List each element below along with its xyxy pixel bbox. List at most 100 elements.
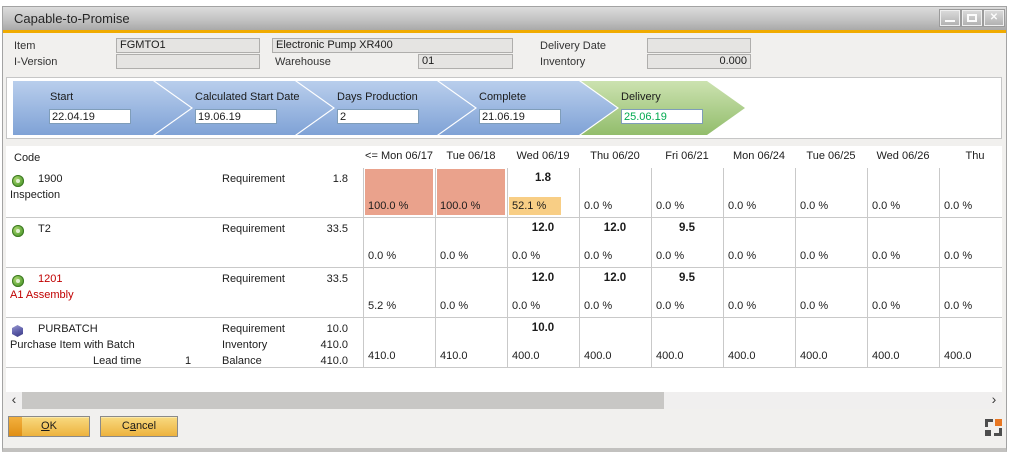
capacity-value: 400.0 xyxy=(944,349,972,363)
minimize-icon xyxy=(945,20,955,22)
grid-cell[interactable]: 0.0 % xyxy=(723,168,795,218)
capacity-value: 400.0 xyxy=(584,349,612,363)
maximize-icon xyxy=(967,14,977,22)
grid-cell[interactable]: 9.50.0 % xyxy=(651,218,723,268)
grid-cell[interactable]: 0.0 % xyxy=(363,218,435,268)
capacity-value: 0.0 % xyxy=(656,249,684,263)
capacity-value: 0.0 % xyxy=(944,249,972,263)
grid-cell[interactable]: 0.0 % xyxy=(795,168,867,218)
ok-button[interactable]: OK xyxy=(8,416,90,437)
grid-cell[interactable]: 410.0 xyxy=(435,318,507,368)
item-description-field[interactable]: Electronic Pump XR400 xyxy=(272,38,513,53)
capacity-value: 52.1 % xyxy=(512,199,546,213)
date-column-header: Fri 06/21 xyxy=(651,150,723,164)
grid-cell[interactable]: 400.0 xyxy=(939,318,1002,368)
close-button[interactable]: ✕ xyxy=(984,10,1004,26)
inventory-field[interactable]: 0.000 xyxy=(647,54,751,69)
grid-cell[interactable]: 400.0 xyxy=(651,318,723,368)
meta-label: Inventory xyxy=(222,339,267,352)
item-name: Inspection xyxy=(10,189,60,202)
cancel-button[interactable]: Cancel xyxy=(100,416,178,437)
close-icon: ✕ xyxy=(985,11,1003,25)
start-date-input[interactable] xyxy=(49,109,131,124)
capacity-value: 0.0 % xyxy=(656,299,684,313)
capacity-value: 0.0 % xyxy=(512,249,540,263)
grid-cell[interactable]: 0.0 % xyxy=(723,218,795,268)
minimize-button[interactable] xyxy=(940,10,960,26)
capacity-value: 400.0 xyxy=(728,349,756,363)
grid-cell[interactable]: 12.00.0 % xyxy=(579,218,651,268)
capacity-value: 400.0 xyxy=(512,349,540,363)
quantity-value: 12.0 xyxy=(507,272,579,284)
grid-cell[interactable]: 12.00.0 % xyxy=(579,268,651,318)
grid-cell[interactable]: 0.0 % xyxy=(939,168,1002,218)
gear-icon xyxy=(12,225,24,237)
grid-cell[interactable]: 0.0 % xyxy=(651,168,723,218)
grid-cell[interactable]: 400.0 xyxy=(723,318,795,368)
iversion-field[interactable] xyxy=(116,54,260,69)
window-title: Capable-to-Promise xyxy=(14,7,130,30)
date-column-header: Thu 06/20 xyxy=(579,150,651,164)
grid-cell[interactable]: 100.0 % xyxy=(435,168,507,218)
grid-cell[interactable]: 0.0 % xyxy=(867,168,939,218)
grid-cell[interactable]: 0.0 % xyxy=(795,218,867,268)
grid-cell[interactable]: 400.0 xyxy=(579,318,651,368)
scrollbar-thumb[interactable] xyxy=(22,392,664,409)
item-name: Purchase Item with Batch xyxy=(10,339,135,352)
grid-cell[interactable]: 410.0 xyxy=(363,318,435,368)
grid-cell[interactable]: 0.0 % xyxy=(795,268,867,318)
iversion-label: I-Version xyxy=(14,56,57,69)
days-production-input[interactable] xyxy=(337,109,419,124)
grid-cell[interactable]: 400.0 xyxy=(867,318,939,368)
date-column-header: Wed 06/26 xyxy=(867,150,939,164)
resize-form-icon[interactable] xyxy=(985,419,1002,436)
lead-time-value: 1 xyxy=(185,355,191,368)
capacity-value: 0.0 % xyxy=(800,199,828,213)
scroll-left-icon[interactable]: ‹ xyxy=(6,392,22,409)
horizontal-scrollbar[interactable]: ‹ › xyxy=(6,392,1002,409)
capacity-value: 0.0 % xyxy=(728,199,756,213)
grid-cell[interactable]: 0.0 % xyxy=(867,268,939,318)
item-name: A1 Assembly xyxy=(10,289,74,302)
warehouse-field[interactable]: 01 xyxy=(418,54,513,69)
grid-cell[interactable]: 1.852.1 % xyxy=(507,168,579,218)
grid-cell[interactable]: 0.0 % xyxy=(579,168,651,218)
grid-cell[interactable]: 10.0 400.0 xyxy=(507,318,579,368)
grid-cell[interactable]: 5.2 % xyxy=(363,268,435,318)
grid-cell[interactable]: 0.0 % xyxy=(723,268,795,318)
grid-cell[interactable]: 0.0 % xyxy=(939,218,1002,268)
delivery-date-label: Delivery Date xyxy=(540,40,606,53)
grid-cell[interactable]: 0.0 % xyxy=(435,268,507,318)
cancel-button-label: C xyxy=(122,420,130,432)
grid-cell[interactable]: 0.0 % xyxy=(939,268,1002,318)
grid-cell[interactable]: 9.50.0 % xyxy=(651,268,723,318)
capacity-value: 0.0 % xyxy=(944,199,972,213)
quantity-value: 10.0 xyxy=(507,322,579,334)
maximize-button[interactable] xyxy=(962,10,982,26)
item-code: 1201 xyxy=(38,273,62,286)
meta-label: Requirement xyxy=(222,273,285,286)
meta-label: Requirement xyxy=(222,173,285,186)
process-flow: Start Calculated Start Date Days Product… xyxy=(6,77,1002,139)
grid-cell[interactable]: 0.0 % xyxy=(867,218,939,268)
calculated-start-date-input[interactable] xyxy=(195,109,277,124)
date-column-header: <= Mon 06/17 xyxy=(363,150,435,164)
scroll-right-icon[interactable]: › xyxy=(986,392,1002,409)
grid-cell[interactable]: 0.0 % xyxy=(435,218,507,268)
item-field[interactable]: FGMTO1 xyxy=(116,38,260,53)
grid-cell[interactable]: 400.0 xyxy=(795,318,867,368)
capacity-value: 400.0 xyxy=(872,349,900,363)
delivery-date-input[interactable] xyxy=(621,109,703,124)
meta-value: 33.5 xyxy=(288,273,348,286)
item-code: PURBATCH xyxy=(38,323,98,336)
complete-date-input[interactable] xyxy=(479,109,561,124)
date-column-header: Wed 06/19 xyxy=(507,150,579,164)
grid-cell[interactable]: 100.0 % xyxy=(363,168,435,218)
capacity-value: 410.0 xyxy=(368,349,396,363)
grid-cell[interactable]: 12.00.0 % xyxy=(507,268,579,318)
date-column-header: Tue 06/25 xyxy=(795,150,867,164)
grid-cell[interactable]: 12.00.0 % xyxy=(507,218,579,268)
code-column-header: Code xyxy=(14,152,40,166)
delivery-date-field[interactable] xyxy=(647,38,751,53)
capacity-value: 0.0 % xyxy=(440,249,468,263)
